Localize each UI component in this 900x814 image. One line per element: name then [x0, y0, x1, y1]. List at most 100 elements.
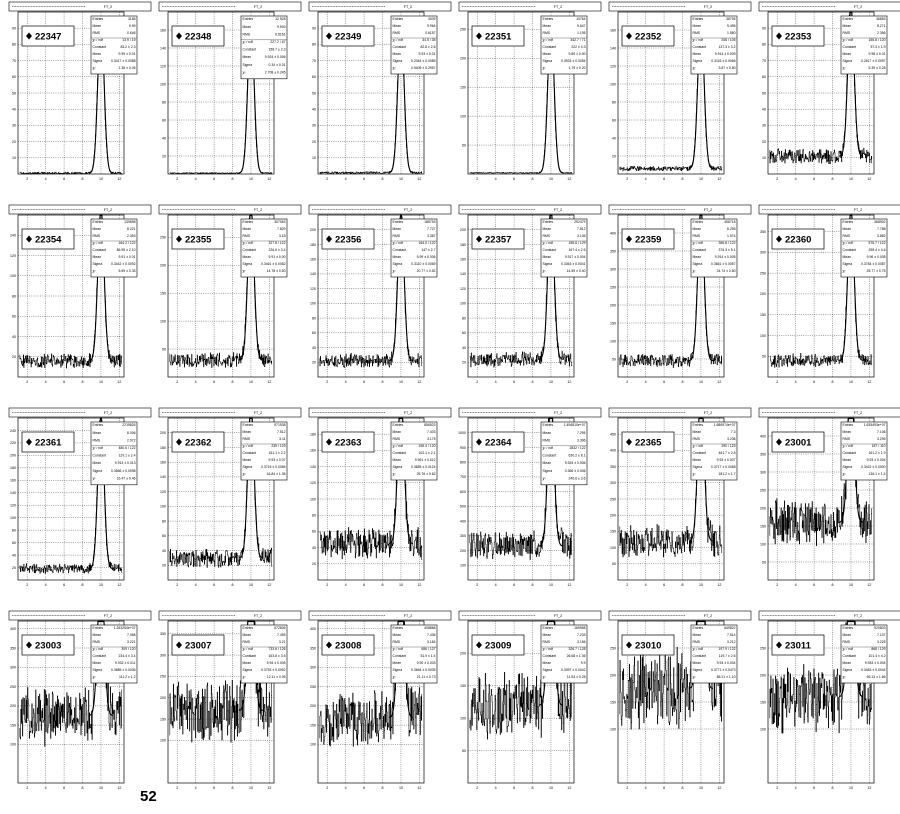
x-tick-label: 8 [832, 177, 834, 181]
run-label-box [771, 228, 825, 250]
stats-key: Mean [93, 255, 102, 259]
stats-value: 7.812 [577, 227, 586, 231]
diamond-marker-icon [476, 438, 482, 446]
y-tick-label: 50 [462, 749, 466, 753]
x-tick-label: 12 [567, 583, 571, 587]
y-tick-label: 160 [10, 479, 16, 483]
x-tick-label: 6 [663, 177, 665, 181]
stats-value: 342.7 / 71 [570, 38, 585, 42]
x-tick-label: 10 [849, 380, 853, 384]
stats-box [840, 421, 888, 481]
x-tick-label: 6 [813, 786, 815, 790]
stats-key: Entries [843, 220, 854, 224]
x-tick-label: 4 [795, 786, 797, 790]
diamond-marker-icon [626, 641, 632, 649]
y-tick-label: 50 [762, 91, 766, 95]
stats-value: 36853 [876, 17, 886, 21]
run-number-label: 22365 [635, 438, 662, 449]
x-tick-label: 8 [532, 786, 534, 790]
histogram-title: FT_2 [554, 208, 562, 212]
stats-key: RMS [693, 234, 701, 238]
stats-key: Entries [393, 423, 404, 427]
y-tick-label: 300 [310, 666, 316, 670]
y-tick-label: 60 [762, 75, 766, 79]
stats-key: χ² [393, 472, 397, 476]
diamond-marker-icon [26, 32, 32, 40]
y-tick-label: 80 [162, 519, 166, 523]
stats-key: Constant [243, 48, 257, 52]
histogram-panel-23003: FT_2 2 4 6 8 10 12 100 150 200 250 300 350 400 23003 En… [0, 609, 152, 812]
stats-box [90, 421, 138, 486]
stats-key: χ² / ndf [843, 647, 854, 651]
stats-key: χ² [843, 472, 847, 476]
y-tick-label: 180 [310, 433, 316, 437]
stats-value: 9.93 ± 0.07 [269, 458, 286, 462]
stats-key: Constant [393, 45, 407, 49]
y-tick-label: 200 [160, 264, 166, 268]
y-tick-label: 450 [610, 433, 616, 437]
diamond-marker-icon [176, 641, 182, 649]
y-tick-label: 40 [762, 108, 766, 112]
stats-value: 25.77 ± 0.75 [867, 269, 886, 273]
stats-value: 222 ± 4.3 [571, 45, 585, 49]
stats-value: 0.3784 ± 0.0087 [861, 262, 886, 266]
stats-key: Mean [543, 431, 552, 435]
stats-key: χ² / ndf [843, 38, 854, 42]
stats-value: 0.646 [127, 31, 136, 35]
run-number-label: 22352 [635, 32, 661, 43]
stats-value: 7.788 [877, 227, 886, 231]
stats-value: 7.727 [427, 227, 436, 231]
y-tick-label: 70 [762, 59, 766, 63]
y-tick-label: 40 [312, 546, 316, 550]
stats-key: Mean [693, 52, 702, 56]
stats-key: Entries [693, 17, 704, 21]
stats-key: Constant [693, 654, 707, 658]
stats-value: 9.924 ± 0.006 [565, 461, 586, 465]
stats-value: 137.3 ± 3.2 [719, 45, 736, 49]
stats-key: Constant [693, 248, 707, 252]
x-tick-label: 2 [326, 786, 328, 790]
histogram-svg: FT_2 2 4 6 8 10 12 100 150 200 250 300 350 400 23008 En… [308, 610, 452, 790]
x-tick-label: 12 [717, 380, 721, 384]
x-tick-label: 6 [813, 583, 815, 587]
stats-value: 3185 [128, 17, 136, 21]
y-tick-label: 350 [610, 249, 616, 253]
y-tick-label: 200 [460, 228, 466, 232]
run-label-box [171, 431, 225, 453]
stats-key: Sigma [843, 59, 853, 63]
stats-key: RMS [843, 234, 851, 238]
x-tick-label: 4 [345, 380, 347, 384]
y-tick-label: 60 [12, 315, 16, 319]
y-tick-label: 60 [162, 118, 166, 122]
y-tick-label: 160 [610, 28, 616, 32]
x-tick-label: 12 [117, 583, 121, 587]
stats-value: 971938 [274, 423, 285, 427]
run-label-box [771, 634, 825, 656]
y-tick-label: 200 [610, 514, 616, 518]
stats-value: 7.514 [727, 633, 736, 637]
x-tick-label: 10 [249, 380, 253, 384]
stats-value: 34.5 / 35 [422, 38, 435, 42]
stats-key: RMS [393, 234, 401, 238]
stats-key: Sigma [393, 668, 403, 672]
x-tick-label: 2 [326, 583, 328, 587]
stats-key: Mean [393, 661, 402, 665]
stats-value: 3.184 [427, 640, 436, 644]
x-tick-label: 2 [176, 380, 178, 384]
histogram-title: FT_2 [404, 5, 412, 9]
x-tick-label: 10 [249, 177, 253, 181]
stats-key: Entries [93, 423, 104, 427]
diamond-marker-icon [776, 438, 782, 446]
diamond-marker-icon [476, 32, 482, 40]
run-label-box [621, 431, 675, 453]
stats-key: χ² [243, 269, 247, 273]
gaussian-fit-curve [838, 214, 864, 361]
stats-value: 86.95 ± 2.10 [117, 248, 136, 252]
y-tick-label: 100 [310, 743, 316, 747]
histogram-title: FT_2 [254, 208, 262, 212]
x-tick-label: 10 [699, 177, 703, 181]
stats-key: Mean [693, 255, 702, 259]
x-tick-label: 6 [63, 177, 65, 181]
y-tick-label: 20 [462, 361, 466, 365]
y-tick-label: 350 [310, 646, 316, 650]
